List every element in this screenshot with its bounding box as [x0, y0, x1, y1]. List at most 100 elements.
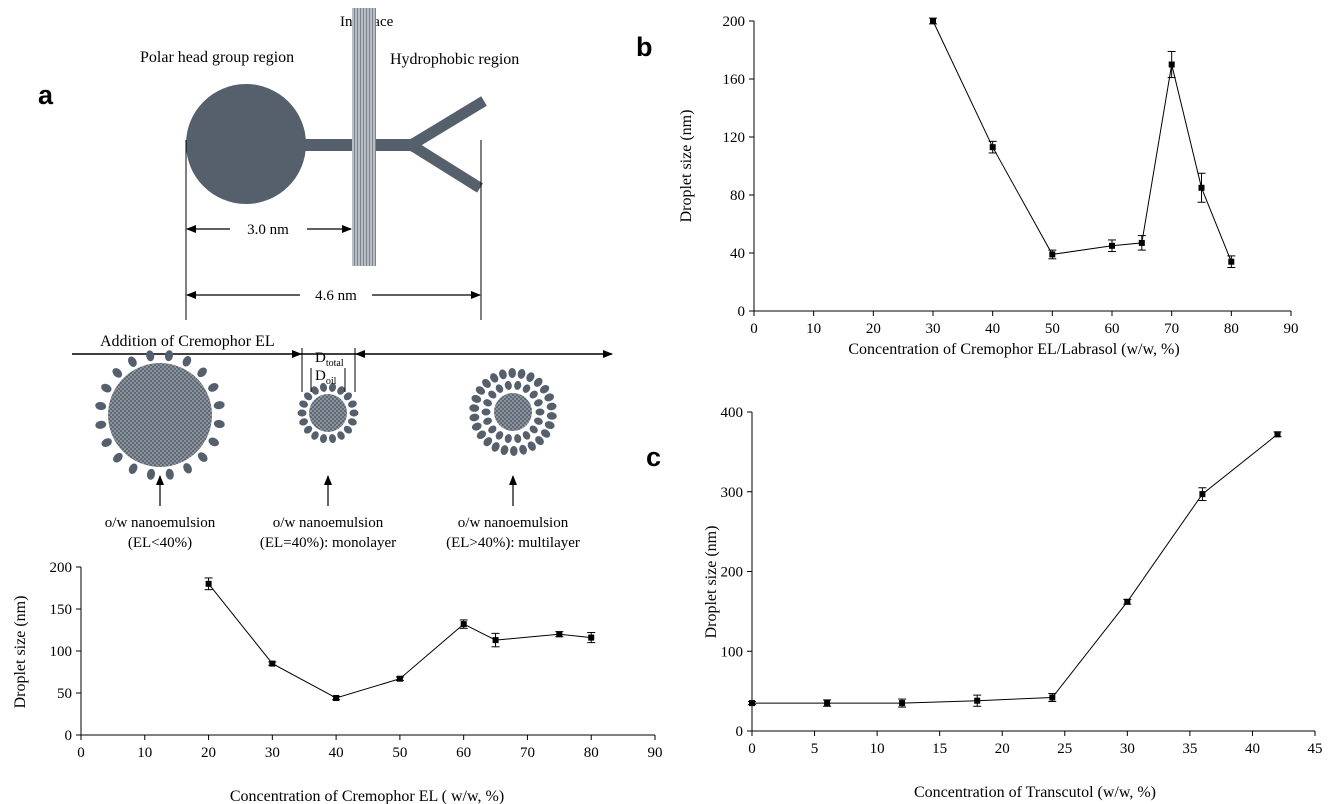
b-x-tick-label: 30	[926, 321, 941, 337]
droplet-3-dots-dot	[483, 399, 492, 407]
droplet-3-dots-dot	[504, 434, 512, 444]
droplet-3-dots-dot	[544, 393, 555, 402]
droplet-2-dots-dot	[319, 382, 328, 392]
droplet-1-dots-dot	[112, 368, 123, 378]
chart-b: Concentration of Cremophor EL/Labrasol (…	[678, 14, 1299, 358]
panel-letter-b: b	[636, 32, 653, 62]
droplet-3-dots-dot	[469, 413, 480, 422]
droplet-3-dots-dot	[526, 372, 535, 382]
a-series-line	[208, 583, 592, 699]
b-data-point	[989, 144, 996, 151]
a-x-tick-label: 10	[137, 745, 152, 761]
droplet-3-dots-dot	[471, 394, 482, 403]
droplet-1-dots-dot	[213, 419, 225, 429]
b-data-point	[1109, 242, 1115, 249]
droplet-3-dots-dot	[544, 421, 555, 430]
droplet-3-dots-dot	[499, 369, 507, 380]
b-y-tick-label: 80	[730, 188, 745, 204]
droplet-3-dots-dot	[535, 436, 544, 446]
droplet-3-dots-dot	[481, 408, 491, 416]
droplet-2-dots-dot	[319, 434, 328, 444]
droplet-3-dots-dot	[475, 386, 486, 395]
c-x-tick-label: 20	[995, 741, 1010, 757]
droplet-1-dots-dot	[165, 468, 174, 480]
droplet-1-dots-dot	[213, 401, 225, 410]
a-data-point	[588, 634, 595, 641]
c-y-tick-label: 200	[721, 565, 744, 581]
droplet-3-dots-dot	[519, 444, 527, 455]
c-data-point	[1199, 491, 1206, 498]
droplet-1-dots-dot	[183, 463, 192, 474]
droplet-3-dots-dot	[500, 445, 509, 456]
chart-c-ylabel: Droplet size (nm)	[703, 526, 720, 639]
a-data-point	[333, 695, 340, 701]
droplet-3-caption-line1: o/w nanoemulsion	[458, 515, 569, 531]
droplet-3-dots-dot	[471, 422, 482, 431]
droplet-1-dots-dot	[208, 383, 219, 392]
c-x-tick-label: 40	[1245, 741, 1260, 757]
chart-a: Concentration of Cremophor EL ( w/w, %) …	[12, 560, 663, 804]
droplet-large-shell	[95, 350, 225, 480]
droplet-2-dots-dot	[303, 425, 313, 434]
b-y-tick-label: 40	[730, 246, 745, 262]
a-x-tick-label: 80	[584, 745, 599, 761]
b-x-tick-label: 40	[985, 321, 1000, 337]
a-x-tick-label: 40	[329, 745, 344, 761]
droplet-2-dots-dot	[299, 418, 308, 426]
droplet-1-dots-dot	[95, 420, 107, 429]
droplet-1-dots-dot	[113, 452, 123, 463]
droplet-3-dots-dot	[491, 442, 500, 452]
c-x-tick-label: 5	[811, 741, 819, 757]
c-x-tick-label: 0	[748, 741, 756, 757]
b-y-tick-label: 160	[723, 72, 746, 88]
droplet-1-dots-dot	[128, 356, 137, 367]
droplet-3-dots-dot	[539, 384, 550, 394]
polar-head-circle	[186, 84, 306, 204]
schematic-droplets: Addition of Cremophor EL Dtotal Doil o/w…	[72, 333, 613, 551]
dim-label-3nm: 3.0 nm	[247, 222, 289, 238]
droplet-1-dots-dot	[101, 383, 112, 393]
droplet-3-dots-dot	[495, 384, 504, 393]
droplet-3-dots-dot	[509, 446, 518, 456]
droplet-large-core	[108, 363, 212, 467]
a-y-tick-label: 50	[57, 686, 72, 702]
b-data-point	[1168, 61, 1175, 68]
b-y-tick-label: 0	[738, 304, 746, 320]
droplet-1-dots-dot	[128, 463, 138, 474]
droplet-2-dots-dot	[297, 409, 307, 417]
droplet-3-dots-dot	[469, 404, 480, 412]
a-x-tick-label: 60	[456, 745, 471, 761]
b-y-tick-label: 120	[723, 130, 746, 146]
c-y-tick-label: 100	[721, 644, 744, 660]
droplet-1-caption-line2: (EL<40%)	[128, 535, 192, 551]
droplet-monolayer-shell	[297, 382, 359, 444]
a-data-point	[492, 637, 499, 644]
c-data-point	[1049, 694, 1056, 701]
droplet-2-dots-dot	[303, 392, 313, 401]
droplet-2-dots-dot	[299, 400, 308, 408]
c-data-point	[1124, 598, 1131, 605]
a-data-point	[460, 621, 467, 628]
interface-band	[352, 8, 376, 266]
b-x-tick-label: 60	[1105, 321, 1120, 337]
droplet-3-dots-dot	[488, 390, 497, 399]
droplet-2-dots-dot	[348, 418, 357, 426]
surfactant-tail-lower	[405, 138, 483, 193]
droplet-1-dots-dot	[182, 356, 192, 367]
c-x-tick-label: 30	[1120, 741, 1135, 757]
b-x-tick-label: 70	[1164, 321, 1179, 337]
droplet-3-dots-dot	[533, 377, 543, 387]
droplet-2-dots-dot	[343, 425, 353, 434]
b-x-tick-label: 80	[1224, 321, 1239, 337]
c-y-tick-label: 400	[721, 405, 744, 421]
schematic-molecule: a Polar head group region Interface Hydr…	[38, 8, 519, 320]
droplet-2-caption-line2: (EL=40%): monolayer	[260, 535, 396, 551]
droplet-3-dots-dot	[522, 384, 531, 393]
droplet-3-dots-dot	[529, 425, 538, 434]
droplet-3-dots-dot	[483, 417, 492, 425]
c-x-tick-label: 25	[1057, 741, 1072, 757]
droplet-3-dots-dot	[495, 431, 504, 440]
droplet-2-dots-dot	[311, 431, 319, 440]
b-data-point	[1198, 184, 1205, 191]
